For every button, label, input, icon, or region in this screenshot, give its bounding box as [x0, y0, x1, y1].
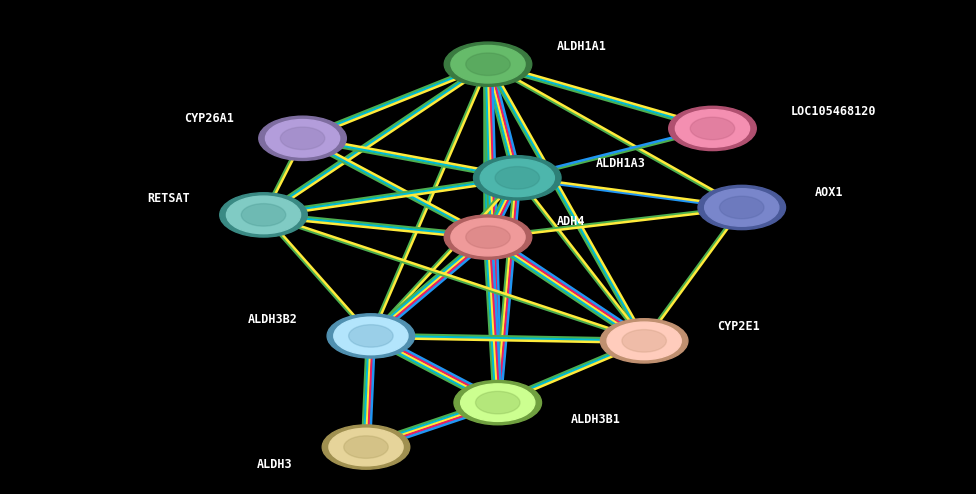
Circle shape [451, 218, 525, 256]
Circle shape [698, 185, 786, 230]
Circle shape [705, 189, 779, 226]
Text: ALDH3B2: ALDH3B2 [248, 313, 298, 326]
Circle shape [259, 116, 346, 161]
Circle shape [473, 156, 561, 200]
Text: ADH4: ADH4 [556, 215, 585, 228]
Circle shape [265, 120, 340, 157]
Circle shape [348, 325, 393, 347]
Circle shape [461, 384, 535, 421]
Circle shape [466, 53, 510, 76]
Text: ALDH1A3: ALDH1A3 [595, 157, 645, 169]
Text: LOC105468120: LOC105468120 [791, 105, 876, 118]
Circle shape [454, 380, 542, 425]
Circle shape [480, 159, 554, 197]
Circle shape [669, 106, 756, 151]
Circle shape [241, 204, 286, 226]
Circle shape [444, 42, 532, 86]
Circle shape [466, 226, 510, 248]
Circle shape [607, 322, 681, 360]
Circle shape [220, 193, 307, 237]
Circle shape [451, 45, 525, 83]
Circle shape [690, 117, 735, 140]
Text: CYP2E1: CYP2E1 [717, 320, 760, 332]
Circle shape [344, 436, 388, 458]
Text: RETSAT: RETSAT [147, 192, 190, 205]
Circle shape [280, 127, 325, 150]
Circle shape [322, 425, 410, 469]
Circle shape [334, 317, 408, 355]
Text: ALDH3: ALDH3 [257, 458, 293, 471]
Circle shape [495, 166, 540, 189]
Circle shape [329, 428, 403, 466]
Text: AOX1: AOX1 [815, 186, 843, 199]
Circle shape [327, 314, 415, 358]
Circle shape [226, 196, 301, 234]
Circle shape [719, 196, 764, 219]
Text: CYP26A1: CYP26A1 [184, 112, 234, 125]
Circle shape [622, 329, 667, 352]
Circle shape [600, 319, 688, 363]
Circle shape [444, 215, 532, 259]
Text: ALDH1A1: ALDH1A1 [556, 41, 606, 53]
Circle shape [475, 391, 520, 414]
Circle shape [675, 110, 750, 147]
Text: ALDH3B1: ALDH3B1 [571, 413, 621, 426]
